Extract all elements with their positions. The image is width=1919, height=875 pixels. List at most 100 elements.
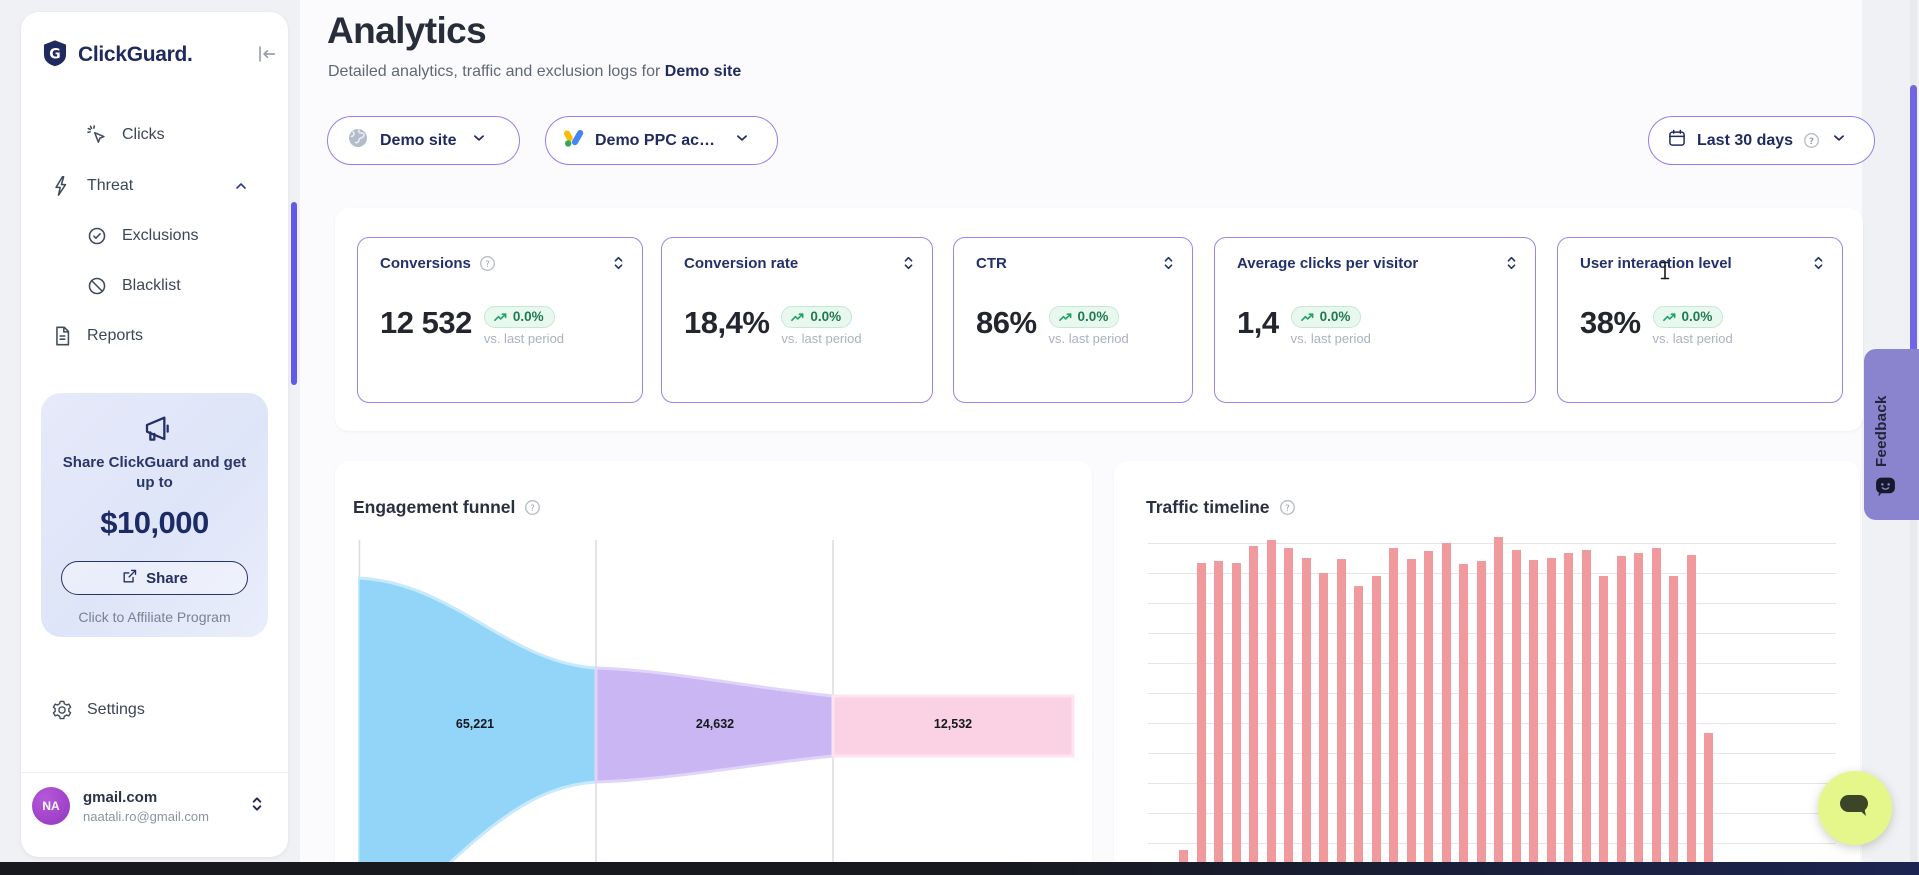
gridline	[1148, 843, 1836, 844]
feedback-tab[interactable]: Feedback	[1864, 349, 1919, 520]
help-icon[interactable]: ?	[1803, 132, 1820, 149]
page-subtitle-text: Detailed analytics, traffic and exclusio…	[328, 63, 665, 80]
svg-text:?: ?	[1285, 504, 1290, 514]
sort-icon[interactable]	[611, 254, 626, 272]
timeline-bar	[1564, 553, 1573, 862]
ppc-account-label: Demo PPC ac…	[595, 131, 716, 149]
sort-icon[interactable]	[1504, 254, 1519, 272]
sidebar-collapse-icon[interactable]	[255, 43, 279, 67]
gridline	[1148, 783, 1836, 784]
gear-icon	[51, 699, 73, 721]
kpi-label: Conversion rate	[684, 254, 799, 272]
timeline-bar	[1529, 560, 1538, 862]
sidebar-item-blacklist[interactable]: Blacklist	[33, 268, 273, 304]
timeline-bar	[1616, 556, 1626, 862]
sidebar-item-label: Settings	[87, 701, 145, 718]
kpi-label: CTR	[976, 254, 1007, 272]
clickguard-shield-icon: G	[40, 38, 70, 73]
gridline	[1148, 603, 1836, 604]
sort-icon[interactable]	[1811, 254, 1826, 272]
kpi-delta-value: 0.0%	[1077, 309, 1109, 324]
help-icon[interactable]: ?	[524, 499, 541, 516]
timeline-bar	[1214, 561, 1223, 862]
megaphone-icon	[139, 413, 171, 445]
sidebar-item-exclusions[interactable]: Exclusions	[33, 218, 273, 254]
account-switcher[interactable]: NA gmail.com naatali.ro@gmail.com	[21, 780, 288, 840]
timeline-bar	[1476, 561, 1486, 862]
trending-up-icon	[493, 313, 507, 322]
kpi-value: 18,4%	[684, 305, 770, 340]
kpi-delta-caption: vs. last period	[781, 331, 862, 346]
kpi-value: 86%	[976, 305, 1037, 340]
globe-icon	[346, 126, 370, 155]
kpi-delta-caption: vs. last period	[1290, 331, 1371, 346]
kpi-label: User interaction level	[1580, 254, 1732, 272]
kpi-delta-badge: 0.0%	[1652, 306, 1724, 328]
chevron-up-icon[interactable]	[233, 178, 249, 194]
gridline	[1148, 753, 1836, 754]
trending-up-icon	[1300, 313, 1314, 322]
svg-text:?: ?	[485, 259, 490, 269]
bottom-edge-bar	[0, 862, 1919, 875]
gridline	[1148, 723, 1836, 724]
page-title: Analytics	[327, 10, 487, 51]
timeline-bar	[1546, 558, 1556, 862]
timeline-bar	[1371, 576, 1381, 862]
kpi-delta-badge: 0.0%	[1290, 306, 1362, 328]
feedback-tab-label: Feedback	[1873, 395, 1890, 467]
kpi-delta-value: 0.0%	[512, 309, 544, 324]
kpi-delta-caption: vs. last period	[1048, 331, 1129, 346]
promo-text: Share ClickGuard and get up to	[62, 454, 247, 491]
timeline-bar	[1284, 548, 1293, 862]
share-button[interactable]: Share	[61, 561, 248, 595]
date-range-selector[interactable]: Last 30 days ?	[1648, 116, 1875, 165]
page-scrollbar-thumb[interactable]	[1910, 85, 1917, 430]
sort-icon[interactable]	[901, 254, 916, 272]
timeline-bar	[1424, 551, 1433, 862]
timeline-bar	[1249, 546, 1258, 862]
timeline-bar	[1599, 576, 1608, 862]
google-ads-icon	[564, 128, 585, 153]
kpi-card-ctr: CTR 86% 0.0% vs. last period	[953, 237, 1193, 403]
sidebar-item-threat[interactable]: Threat	[33, 168, 273, 204]
gridline	[1148, 663, 1836, 664]
kpi-delta-value: 0.0%	[1319, 309, 1351, 324]
timeline-bar	[1319, 573, 1328, 862]
funnel-stage-value: 24,632	[695, 717, 735, 731]
funnel-stage-value: 65,221	[455, 717, 495, 731]
sidebar-item-label: Clicks	[122, 126, 165, 143]
site-selector[interactable]: Demo site	[327, 116, 520, 165]
chat-launcher-button[interactable]	[1818, 771, 1892, 845]
timeline-bar	[1196, 563, 1206, 862]
kpi-value: 1,4	[1237, 305, 1279, 340]
kpi-delta-value: 0.0%	[810, 309, 842, 324]
sidebar-item-clicks[interactable]: Clicks	[33, 117, 273, 153]
kpi-card-conversions: Conversions ? 12 532 0.0% vs. last perio…	[357, 237, 643, 403]
gridline	[1148, 813, 1836, 814]
timeline-bar	[1581, 550, 1591, 862]
sidebar-item-reports[interactable]: Reports	[33, 318, 273, 354]
help-icon[interactable]: ?	[479, 255, 496, 272]
funnel-chart	[358, 540, 1075, 862]
chart-title: Engagement funnel	[353, 497, 516, 517]
timeline-bar	[1459, 564, 1468, 862]
timeline-bar	[1266, 540, 1276, 862]
kpi-value: 12 532	[380, 305, 472, 340]
sort-icon[interactable]	[1161, 254, 1176, 272]
kpi-value: 38%	[1580, 305, 1641, 340]
lightning-icon	[51, 175, 73, 197]
text-cursor	[1658, 260, 1672, 281]
chevron-down-icon	[733, 129, 751, 152]
help-icon[interactable]: ?	[1279, 499, 1296, 516]
kpi-delta-badge: 0.0%	[483, 306, 555, 328]
sidebar-item-settings[interactable]: Settings	[33, 692, 273, 728]
kpi-label: Conversions	[380, 254, 471, 272]
chevron-down-icon	[470, 129, 488, 152]
affiliate-program-link[interactable]: Click to Affiliate Program	[78, 609, 231, 625]
timeline-bar	[1704, 733, 1713, 862]
ppc-account-selector[interactable]: Demo PPC ac…	[545, 116, 778, 165]
page-subtitle-target: Demo site	[664, 63, 742, 80]
timeline-bar	[1354, 586, 1363, 862]
sidebar-item-label: Threat	[87, 177, 134, 194]
sidebar-item-label: Exclusions	[122, 227, 199, 244]
